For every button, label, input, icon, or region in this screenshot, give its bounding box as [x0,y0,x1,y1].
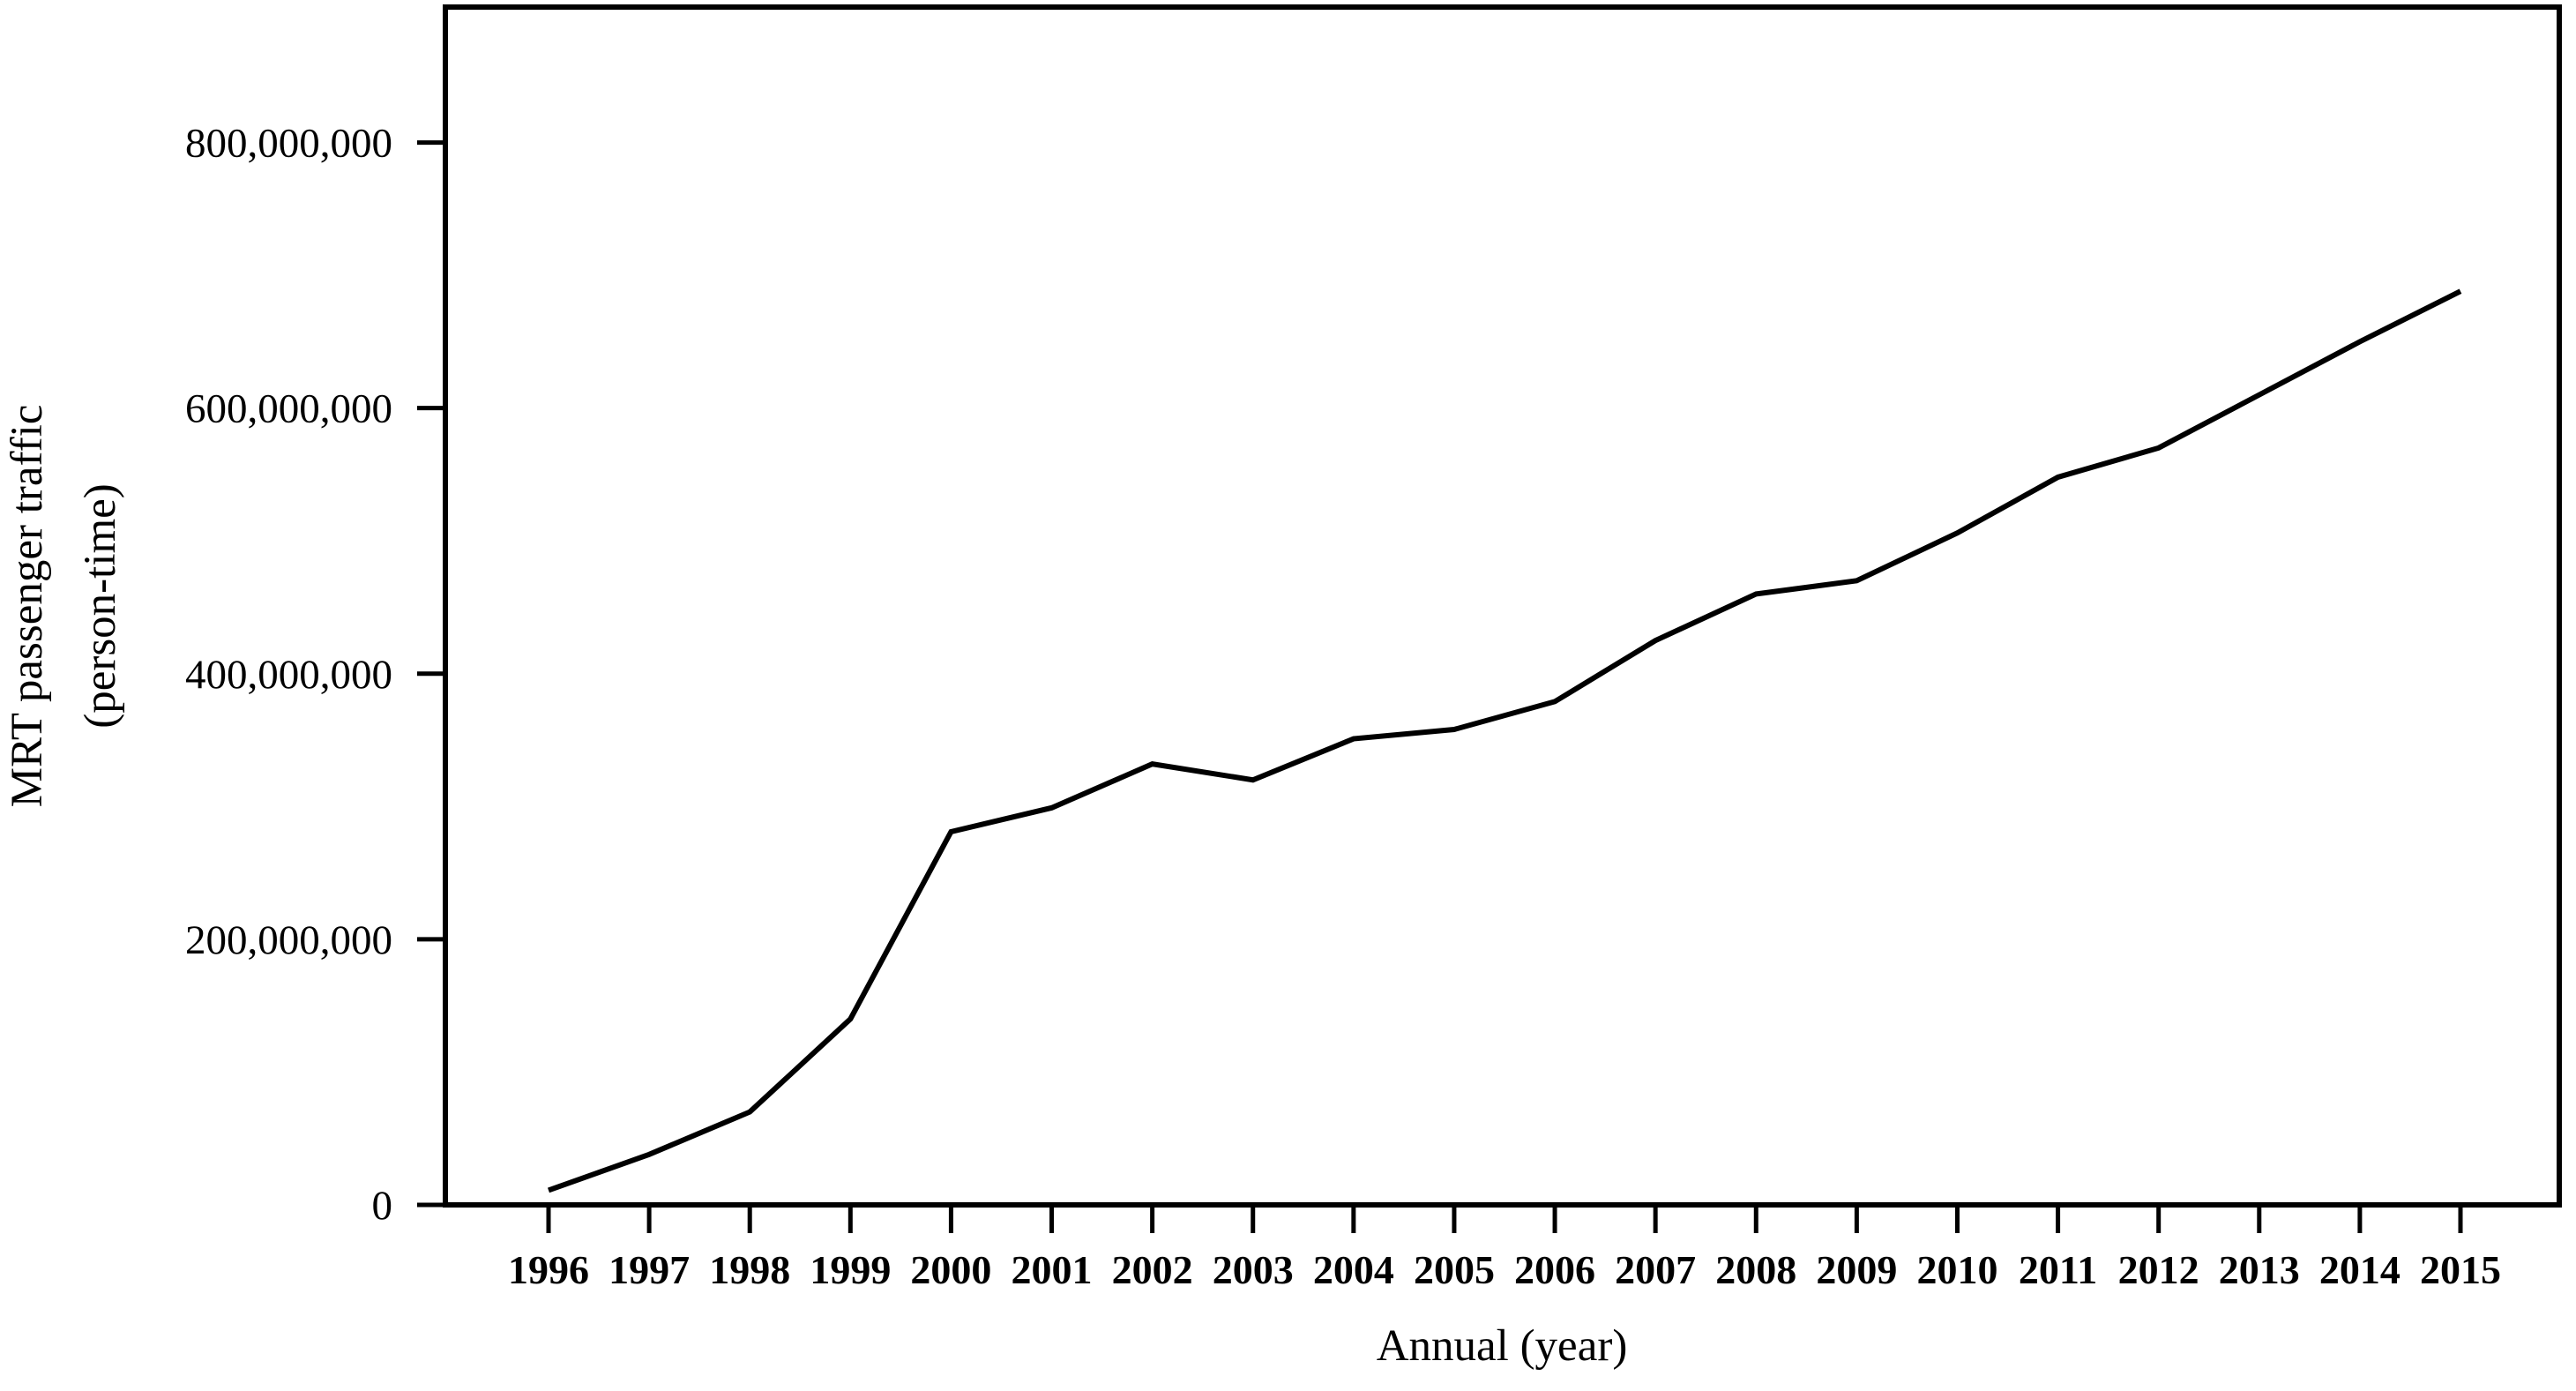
x-tick-label: 1998 [709,1247,790,1292]
x-tick-label: 1996 [508,1247,589,1292]
y-tick-label: 600,000,000 [185,386,392,432]
x-tick-label: 2005 [1414,1247,1495,1292]
y-tick-label: 0 [372,1183,393,1229]
x-tick-label: 2000 [910,1247,991,1292]
x-tick-label: 2007 [1615,1247,1696,1292]
x-tick-label: 2001 [1012,1247,1093,1292]
x-tick-label: 2004 [1313,1247,1394,1292]
x-tick-label: 1999 [810,1247,891,1292]
data-line [547,288,2462,1193]
x-axis-title: Annual (year) [1377,1321,1628,1371]
x-tick-label: 2014 [2319,1247,2401,1292]
y-axis-title-line1: MRT passenger traffic [3,405,52,808]
x-tick-label: 2006 [1514,1247,1595,1292]
x-tick-label: 2009 [1816,1247,1897,1292]
x-tick-label: 2012 [2118,1247,2199,1292]
x-tick-label: 2008 [1715,1247,1796,1292]
y-axis-title-line2: (person-time) [76,483,125,729]
x-tick-label: 2002 [1112,1247,1193,1292]
x-tick-label: 2013 [2219,1247,2300,1292]
x-tick-label: 1997 [609,1247,690,1292]
y-axis: 0 200,000,000 400,000,000 600,000,000 800,00… [185,121,445,1229]
x-tick-label: 2010 [1916,1247,1997,1292]
x-tick-label: 2015 [2420,1247,2501,1292]
plot-border [443,4,2562,1208]
x-axis: 1996 1997 1998 1999 2000 2001 2002 2003 2004 2005… [508,1205,2501,1292]
x-tick-label: 2011 [2019,1247,2097,1292]
x-tick-label: 2003 [1213,1247,1294,1292]
y-tick-label: 800,000,000 [185,121,392,167]
y-tick-label: 400,000,000 [185,652,392,698]
y-tick-label: 200,000,000 [185,917,392,963]
